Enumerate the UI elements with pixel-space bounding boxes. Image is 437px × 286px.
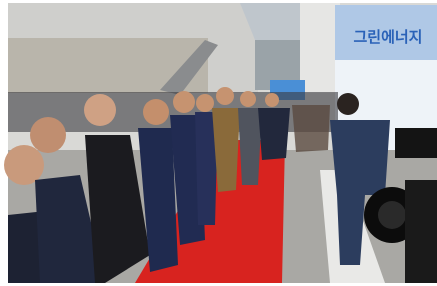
head (240, 91, 256, 107)
head (4, 145, 44, 185)
person (238, 108, 262, 185)
banner-text: 그린에너지 (353, 28, 422, 46)
person (258, 108, 290, 160)
column (300, 3, 340, 93)
head (84, 94, 116, 126)
head (30, 117, 66, 153)
photo: 그린에너지 (0, 0, 437, 286)
camera-grip (405, 180, 437, 283)
head (173, 91, 195, 113)
photographers (292, 105, 330, 152)
head (216, 87, 234, 105)
page: 그린에너지 (() => { const data = (0, 0, 437, 286)
head (143, 99, 169, 125)
head (196, 94, 214, 112)
camera-body (395, 128, 437, 158)
head (337, 93, 359, 115)
lens-glass (378, 201, 406, 229)
head (265, 93, 279, 107)
